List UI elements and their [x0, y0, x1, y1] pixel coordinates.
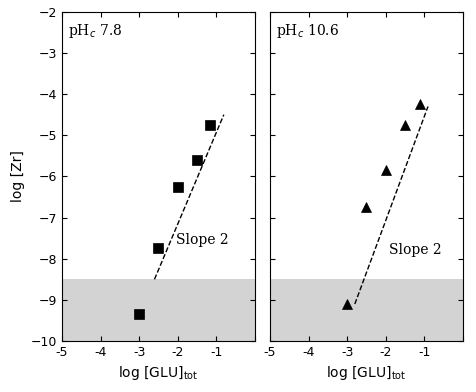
Text: pH$_c$ 7.8: pH$_c$ 7.8 — [68, 22, 121, 40]
Bar — [269, 279, 462, 341]
Text: Slope 2: Slope 2 — [175, 233, 228, 247]
Text: pH$_c$ 10.6: pH$_c$ 10.6 — [275, 22, 338, 40]
X-axis label: log $[\mathrm{GLU}]_\mathrm{tot}$: log $[\mathrm{GLU}]_\mathrm{tot}$ — [118, 365, 198, 383]
Bar — [62, 279, 254, 341]
Text: Slope 2: Slope 2 — [389, 243, 441, 258]
X-axis label: log $[\mathrm{GLU}]_\mathrm{tot}$: log $[\mathrm{GLU}]_\mathrm{tot}$ — [326, 365, 406, 383]
Y-axis label: log [Zr]: log [Zr] — [11, 151, 25, 202]
